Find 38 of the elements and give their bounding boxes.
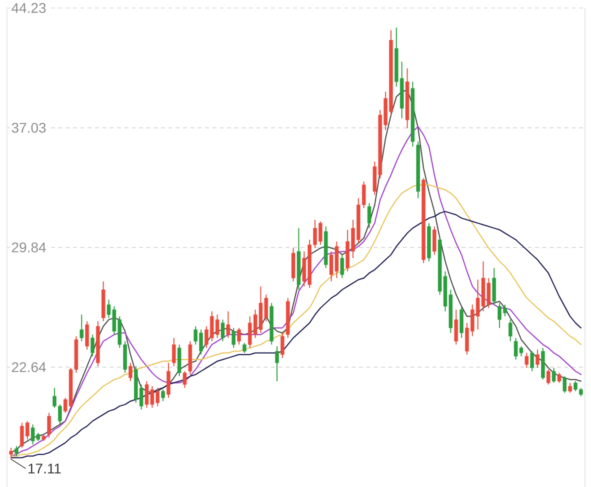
candlestick xyxy=(14,446,18,457)
y-tick-label: 37.03 xyxy=(12,122,46,133)
candlestick xyxy=(454,309,458,346)
candlestick xyxy=(9,447,13,460)
candlestick xyxy=(552,367,556,384)
candlestick xyxy=(237,327,241,346)
candlestick xyxy=(226,310,230,338)
candlestick xyxy=(460,306,464,338)
candlestick xyxy=(530,350,534,372)
candlestick xyxy=(536,349,540,368)
candlestick xyxy=(557,372,562,384)
candlestick xyxy=(524,352,529,368)
y-tick-label: 22.64 xyxy=(12,362,46,372)
candlestick xyxy=(562,376,567,394)
candlestick xyxy=(166,362,170,398)
candlestick xyxy=(568,382,572,394)
candlestick xyxy=(546,369,550,386)
candlestick xyxy=(80,314,84,342)
candlestick xyxy=(280,332,284,358)
candlestick xyxy=(161,389,165,402)
candlestick xyxy=(172,337,176,367)
candlestick xyxy=(90,334,94,357)
y-tick-label: 29.84 xyxy=(12,242,46,252)
candlestick xyxy=(492,268,496,306)
candlestick xyxy=(85,320,89,350)
candlestick xyxy=(508,319,512,342)
candlestick xyxy=(182,370,187,388)
annotation: 17.11 xyxy=(28,464,61,474)
candlestick xyxy=(367,202,372,229)
candlestick xyxy=(128,362,132,382)
candlestick xyxy=(47,412,51,438)
candlestick xyxy=(242,342,246,354)
candlestick xyxy=(340,254,344,279)
y-tick-label: 44.23 xyxy=(12,3,46,13)
candlestick xyxy=(275,346,279,382)
candlestick xyxy=(232,327,236,348)
candlestick xyxy=(220,319,225,342)
candlestick xyxy=(432,226,436,256)
